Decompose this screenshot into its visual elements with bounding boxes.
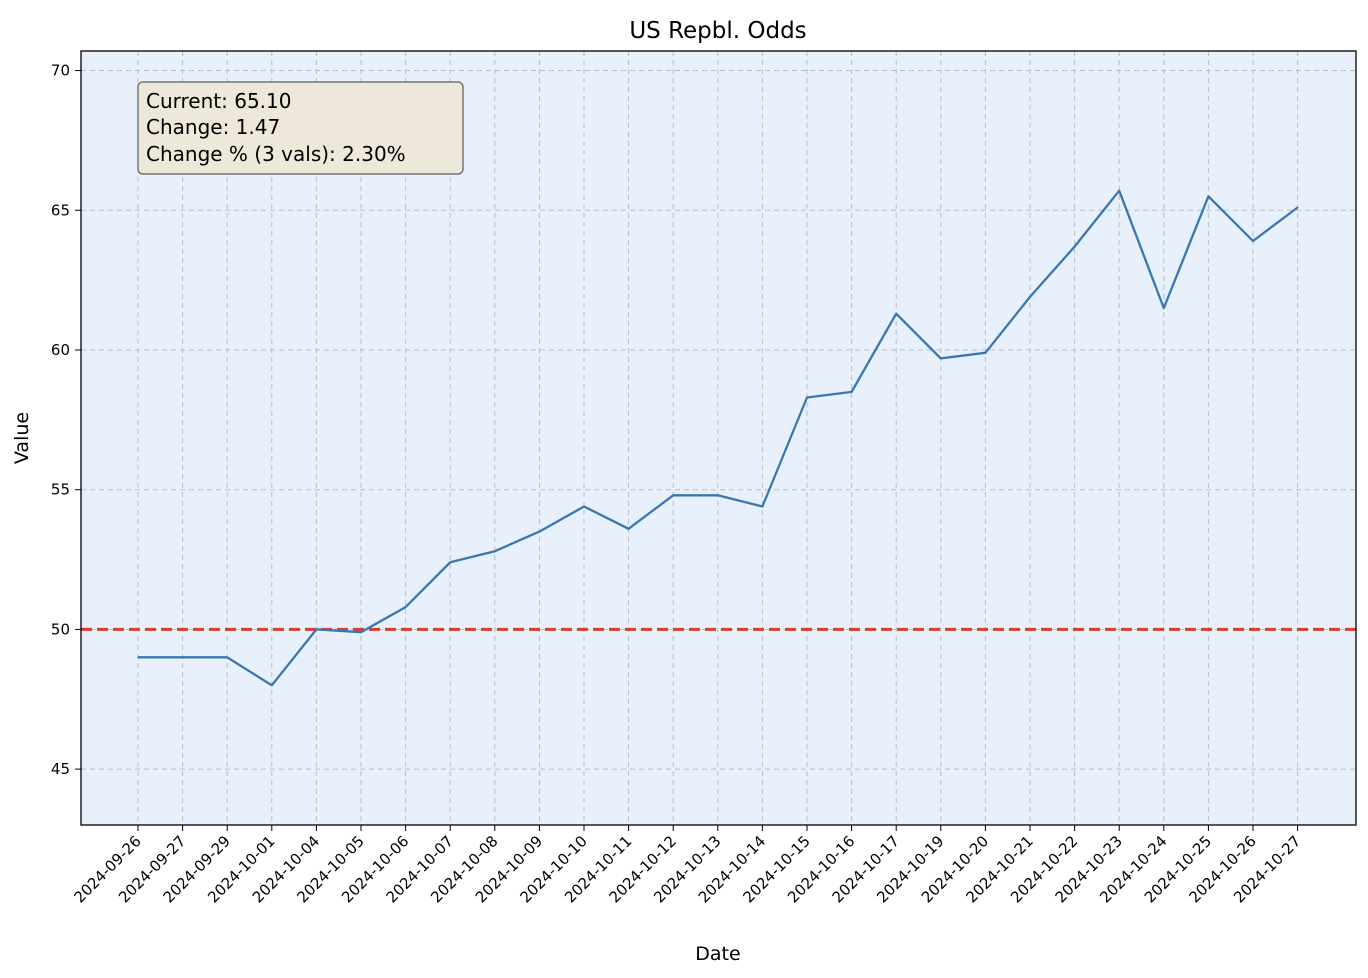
y-tick-label: 65 — [51, 201, 70, 219]
data-point — [315, 628, 318, 631]
data-point — [984, 351, 987, 354]
data-point — [226, 656, 228, 659]
data-point — [1029, 296, 1031, 298]
data-point — [1163, 307, 1165, 309]
y-tick-label: 55 — [51, 481, 70, 499]
grid — [81, 51, 1356, 825]
data-point — [181, 656, 184, 659]
data-point — [1073, 245, 1076, 248]
data-point — [761, 505, 764, 508]
data-point — [583, 505, 585, 508]
data-point — [1252, 240, 1254, 242]
info-change: Change: 1.47 — [146, 115, 280, 139]
data-point — [1118, 189, 1120, 192]
data-point — [940, 357, 942, 360]
y-tick-label: 50 — [51, 620, 70, 638]
plot-frame — [80, 50, 1357, 826]
info-current: Current: 65.10 — [146, 89, 291, 113]
data-point — [850, 391, 853, 393]
data-point — [895, 312, 897, 315]
data-point — [1296, 206, 1299, 209]
x-axis: 2024-09-262024-09-272024-09-292024-10-01… — [70, 825, 1304, 906]
data-point — [494, 550, 496, 552]
y-tick-label: 45 — [51, 760, 70, 778]
plot-background — [81, 51, 1356, 825]
data-point — [627, 528, 630, 530]
data-point — [806, 396, 808, 399]
y-tick-label: 70 — [51, 62, 70, 80]
x-axis-title: Date — [695, 943, 740, 965]
data-point — [404, 606, 407, 608]
data-point — [717, 494, 719, 497]
info-box-background — [137, 81, 464, 175]
data-point — [1207, 195, 1210, 198]
data-point — [360, 631, 362, 633]
data-point — [538, 530, 541, 533]
data-point — [137, 656, 139, 659]
data-point — [672, 494, 674, 497]
data-point — [449, 561, 452, 564]
data-point — [271, 684, 273, 687]
y-axis-title: Value — [11, 412, 33, 464]
y-tick-label: 60 — [51, 341, 70, 359]
series-group — [137, 189, 1299, 687]
chart-title: US Repbl. Odds — [629, 18, 806, 44]
info-change-pct: Change % (3 vals): 2.30% — [146, 142, 406, 166]
y-axis: 45 50 55 60 65 70 — [51, 62, 81, 778]
info-box: Current: 65.10 Change: 1.47 Change % (3 … — [137, 81, 464, 175]
